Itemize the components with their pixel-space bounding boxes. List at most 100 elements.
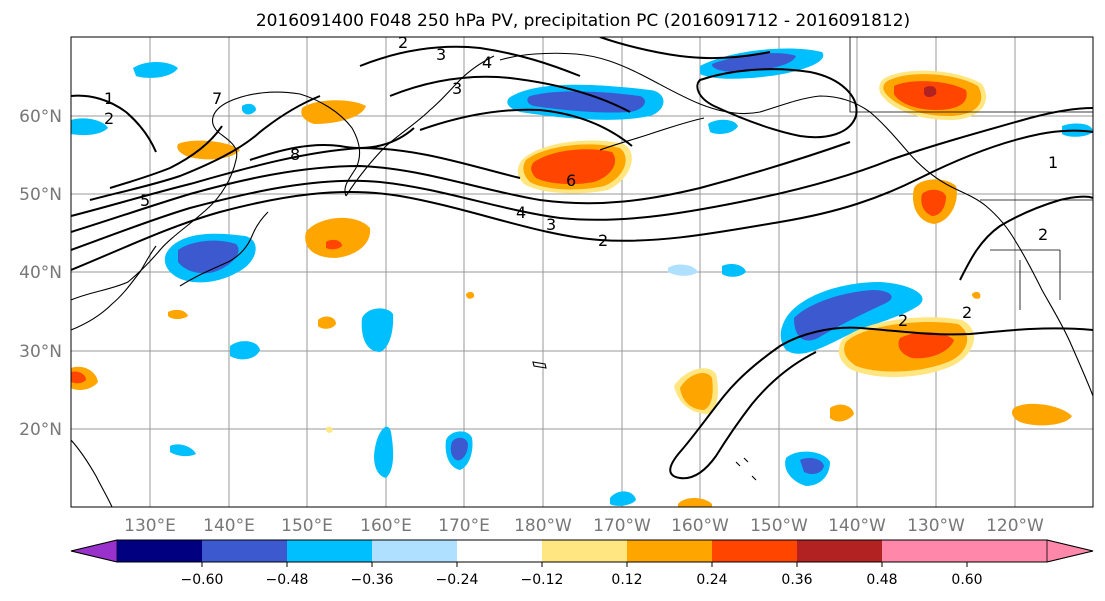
anomaly-pos-160w-south (678, 498, 712, 507)
contour-label: 1 (1048, 153, 1058, 172)
colorbar-segment (542, 540, 627, 562)
contour-label: 2 (1038, 225, 1048, 244)
anomaly-pos-150e-core (326, 239, 342, 250)
colorbar-segment (627, 540, 712, 562)
anomaly-pos-kamchatka-core (531, 149, 616, 185)
anomaly-neg-165w (668, 264, 698, 276)
anomaly-pos-dot-165e (466, 291, 475, 299)
colorbar-tick-label: −0.48 (266, 572, 309, 588)
pv-contour-alaska-loop (696, 68, 858, 139)
lon-label-160e: 160°E (360, 516, 412, 536)
colorbar-ticks (201, 562, 968, 567)
anomaly-neg-145e (230, 341, 260, 360)
map-frame (70, 36, 1094, 508)
colorbar-outline (70, 539, 1094, 563)
anomaly-pos-bc-coast-max (924, 86, 937, 97)
contour-label: 2 (104, 109, 114, 128)
anomaly-neg-155w (722, 264, 746, 277)
border-us-states (990, 249, 1061, 310)
coastline-dateline-island (532, 361, 547, 369)
contour-label: 1 (104, 89, 114, 108)
contour-label: 3 (436, 45, 446, 64)
anomaly-neg-west-edge (71, 118, 108, 136)
pv-contour-6 (89, 95, 321, 201)
anomaly-neg-170e-core (450, 437, 468, 461)
coastline-hawaii (735, 457, 757, 481)
latitude-labels: 60°N 50°N 40°N 30°N 20°N (19, 107, 62, 440)
pv-contour-ridge-north-3 (419, 108, 633, 147)
colorbar-tick-label: −0.12 (521, 572, 564, 588)
colorbar-tick-label: −0.24 (436, 572, 479, 588)
anomaly-pos-dot-120w (972, 291, 981, 299)
lon-label-180w: 180°W (514, 516, 572, 536)
colorbar-segment (117, 540, 202, 562)
coastline-korea-china (71, 245, 157, 331)
contour-label: 4 (516, 203, 526, 222)
colorbar-segment (287, 540, 372, 562)
lon-label-130e: 130°E (124, 516, 176, 536)
contour-label: 8 (290, 145, 300, 164)
anomaly-neg-160e-south (374, 426, 394, 478)
anomaly-pos-125w (1012, 403, 1072, 426)
border-alaska-canada (849, 37, 1093, 113)
pv-contour-ridge-north-2 (389, 75, 631, 113)
contour-label: 2 (398, 33, 408, 52)
pv-contour-north-edge (599, 37, 771, 60)
pv-contour-trough-east (669, 326, 1093, 480)
anomaly-pos-150e (305, 217, 371, 258)
figure-title: 2016091400 F048 250 hPa PV, precipitatio… (256, 11, 910, 31)
map-panel (70, 36, 1094, 508)
lon-label-120w: 120°W (986, 516, 1044, 536)
lon-label-140w: 140°W (828, 516, 886, 536)
country-borders (849, 37, 1093, 310)
anomaly-pos-oregon-core (921, 189, 946, 216)
coastline-alaska (499, 52, 1093, 397)
colorbar-segment (202, 540, 287, 562)
colorbar-segment (797, 540, 882, 562)
anomaly-pos-east-pac-core (898, 332, 954, 359)
anomaly-neg-nwpac (133, 62, 178, 78)
lon-label-170w: 170°W (593, 516, 651, 536)
lon-label-170e: 170°E (438, 516, 490, 536)
pv-contour-ridge-north (359, 45, 581, 77)
lat-label-40n: 40°N (19, 263, 62, 283)
pv-contour-5 (71, 146, 521, 217)
colorbar-upper-extension (1046, 539, 1094, 563)
contour-label: 4 (482, 53, 492, 72)
contour-label: 3 (546, 215, 556, 234)
anomaly-pos-west-edge-core (71, 371, 86, 384)
colorbar-segment (372, 540, 457, 562)
longitude-labels: 130°E 140°E 150°E 160°E 170°E 180°W 170°… (124, 516, 1044, 536)
coastline-japan (179, 211, 269, 287)
colorbar-tick-label: −0.36 (351, 572, 394, 588)
anomaly-pos-okhotsk (301, 100, 366, 124)
colorbar-segment (882, 540, 967, 562)
contour-label: 6 (566, 171, 576, 190)
colorbar-tick-label: 0.48 (866, 572, 897, 588)
pv-contour-8 (249, 127, 415, 161)
anomaly-pos-160w-mid (680, 373, 713, 410)
colorbar-tick-label: 0.24 (696, 572, 727, 588)
contour-labels: 8 7 6 5 4 3 2 1 2 2 2 1 2 3 4 3 2 (104, 33, 1058, 330)
anomaly-neg-sea-of-japan (242, 103, 256, 115)
colorbar-tick-label: 0.36 (781, 572, 812, 588)
colorbar: −0.60 −0.48 −0.36 −0.24 −0.12 0.12 0.24 … (70, 539, 1094, 588)
anomaly-pos-dot-155e (326, 426, 333, 433)
anomaly-pos-140e-south (168, 309, 188, 319)
contour-label: 3 (452, 79, 462, 98)
colorbar-segment (712, 540, 797, 562)
pv-contour-2 (71, 129, 1093, 271)
pv-contour-canada (959, 195, 1093, 281)
contour-label: 2 (898, 311, 908, 330)
anomaly-neg-165w-south (610, 491, 636, 506)
coastline-kamchatka (345, 55, 495, 197)
colorbar-segment (457, 540, 542, 562)
coastline-aleutians (599, 117, 705, 151)
lat-label-30n: 30°N (19, 342, 62, 362)
anomaly-neg-alaska-coast (708, 119, 738, 134)
contour-label: 2 (962, 303, 972, 322)
colorbar-tick-label: −0.60 (181, 572, 224, 588)
contour-label: 2 (598, 231, 608, 250)
anomaly-neg-135e (170, 444, 196, 457)
lon-label-160w: 160°W (671, 516, 729, 536)
